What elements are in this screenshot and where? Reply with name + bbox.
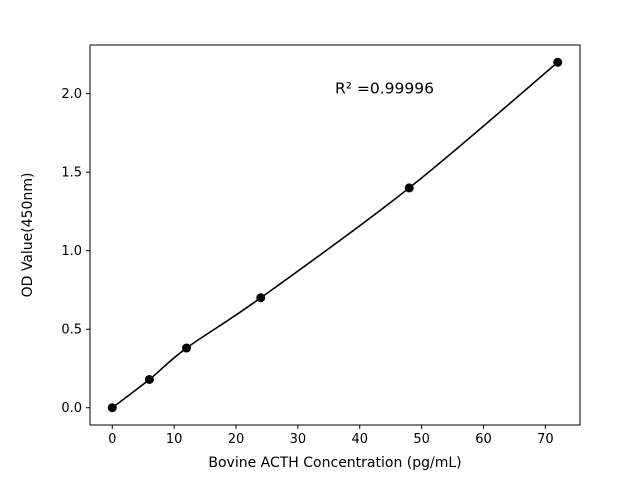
data-point	[553, 57, 563, 67]
y-tick-label: 0.0	[61, 401, 82, 416]
x-tick-label: 60	[475, 432, 492, 447]
x-tick-label: 10	[166, 432, 183, 447]
x-axis-label: Bovine ACTH Concentration (pg/mL)	[208, 455, 461, 471]
y-axis-label: OD Value(450nm)	[20, 173, 36, 298]
y-tick-label: 1.0	[61, 244, 82, 259]
data-point	[256, 293, 266, 303]
x-tick-label: 70	[537, 432, 554, 447]
r-squared-annotation: R² =0.99996	[335, 80, 434, 98]
x-tick-label: 0	[108, 432, 116, 447]
y-tick-label: 0.5	[61, 323, 82, 338]
data-point	[182, 343, 192, 353]
x-tick-label: 40	[351, 432, 368, 447]
x-tick-label: 30	[290, 432, 307, 447]
y-tick-label: 2.0	[61, 87, 82, 102]
y-tick-label: 1.5	[61, 166, 82, 181]
data-point	[144, 374, 154, 384]
x-tick-label: 20	[228, 432, 245, 447]
x-tick-label: 50	[413, 432, 430, 447]
data-point	[107, 403, 117, 413]
axes-box	[89, 44, 581, 426]
fit-line	[111, 61, 559, 409]
data-point	[404, 183, 414, 193]
